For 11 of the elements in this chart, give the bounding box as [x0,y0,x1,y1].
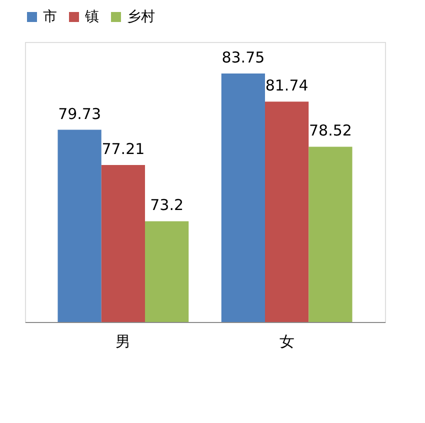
legend-label: 镇 [84,9,99,25]
data-label: 78.52 [308,122,352,140]
data-label: 81.74 [265,76,308,95]
data-label: 83.75 [222,48,265,66]
x-tick-label: 男 [116,332,131,350]
x-tick-label: 女 [279,332,294,350]
data-label: 79.73 [58,104,102,123]
legend-label: 乡村 [127,9,155,25]
legend-label: 市 [43,9,57,25]
data-label: 73.2 [150,196,184,214]
data-label: 77.21 [102,140,145,158]
